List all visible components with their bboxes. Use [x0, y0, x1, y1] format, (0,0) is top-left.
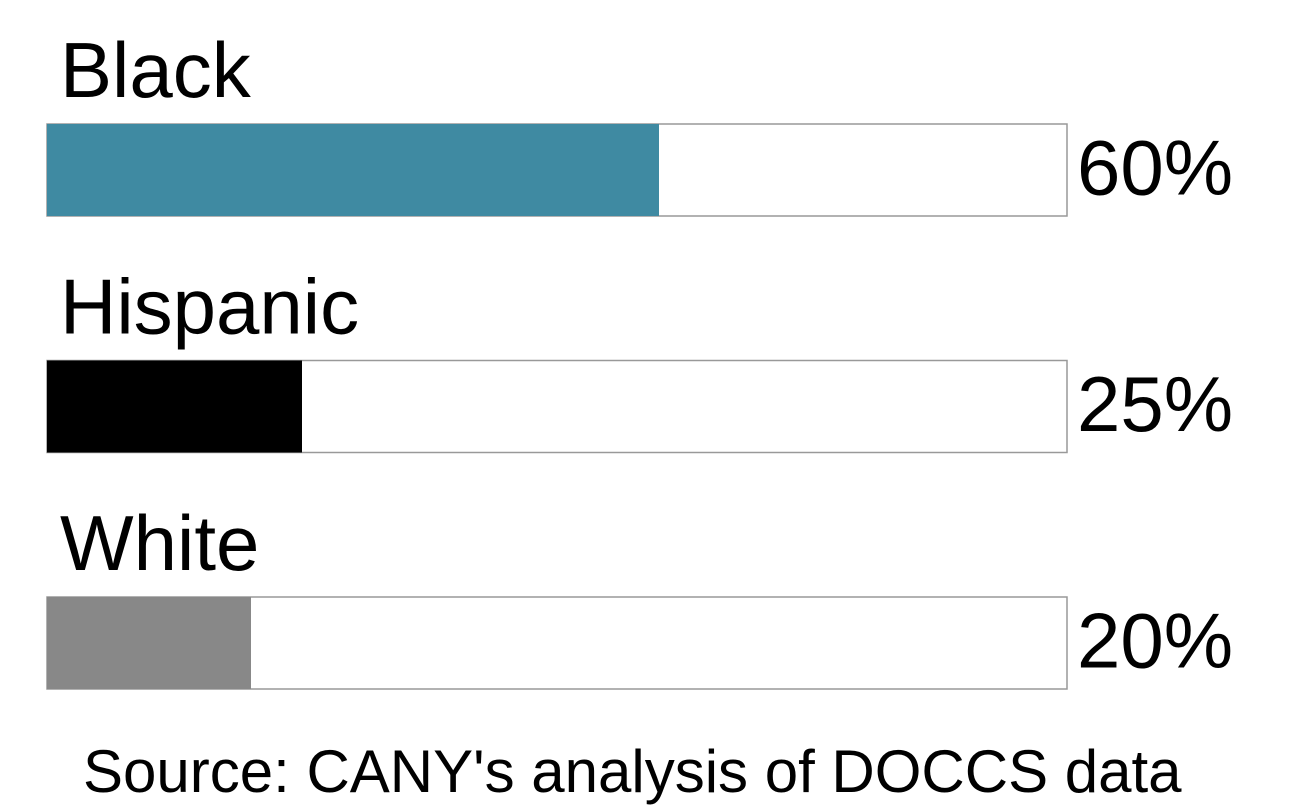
category-label: White: [60, 499, 259, 587]
category-label: Black: [60, 26, 252, 114]
value-label: 20%: [1077, 597, 1233, 685]
value-label: 60%: [1077, 124, 1233, 212]
bar: [47, 124, 659, 216]
value-label: 25%: [1077, 360, 1233, 448]
category-label: Hispanic: [60, 263, 359, 351]
bar: [47, 360, 302, 453]
bar: [47, 597, 251, 689]
source-note: Source: CANY's analysis of DOCCS data: [83, 738, 1182, 805]
